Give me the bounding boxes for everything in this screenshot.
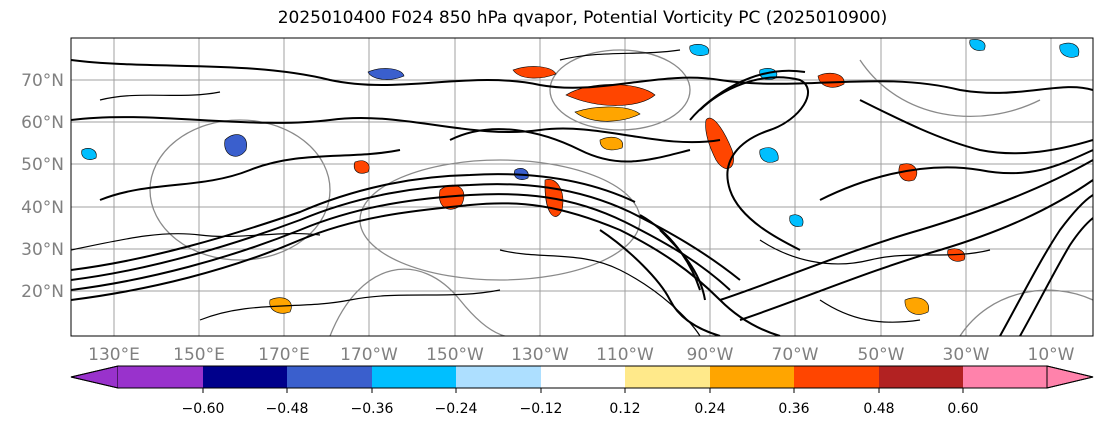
lat-label: 70°N (21, 71, 64, 91)
lat-label: 20°N (21, 282, 64, 302)
colorbar-segment (710, 366, 794, 388)
lon-label: 50°W (858, 345, 905, 365)
pv-contours (71, 59, 1093, 336)
colorbar-extend-max (1046, 365, 1094, 389)
colorbar-ticks (202, 388, 964, 393)
colorbar-segment (963, 366, 1047, 388)
colorbar-tick-label: 0.36 (778, 401, 809, 417)
lat-label: 50°N (21, 155, 64, 175)
thin-contours (71, 49, 991, 336)
colorbar-outline (70, 365, 1094, 389)
colorbar-tick-label: −0.12 (520, 401, 563, 417)
lon-label: 130°E (88, 345, 140, 365)
colorbar-tick-label: −0.60 (182, 401, 225, 417)
colorbar-tick-label: −0.36 (351, 401, 394, 417)
colorbar-tick-label: −0.24 (435, 401, 478, 417)
colorbar-segment (118, 366, 203, 388)
colorbar-segment (879, 366, 963, 388)
colorbar-tick-label: 0.12 (609, 401, 640, 417)
lon-label: 150°W (426, 345, 484, 365)
lat-label: 60°N (21, 113, 64, 133)
moisture-fill (81, 39, 1080, 315)
lon-label: 70°W (772, 345, 819, 365)
lon-label: 170°E (258, 345, 310, 365)
lon-label: 30°W (943, 345, 990, 365)
lon-label: 130°W (511, 345, 569, 365)
colorbar-segment (372, 366, 456, 388)
lon-label: 150°E (173, 345, 225, 365)
colorbar-segment (456, 366, 541, 388)
colorbar-tick-label: 0.24 (694, 401, 725, 417)
lon-label: 90°W (687, 345, 734, 365)
map-title: 2025010400 F024 850 hPa qvapor, Potentia… (277, 8, 888, 28)
map-field (71, 38, 1093, 336)
lon-label: 10°W (1028, 345, 1075, 365)
lon-label: 170°W (340, 345, 398, 365)
colorbar-tick-label: 0.60 (947, 401, 978, 417)
colorbar-segment (625, 366, 710, 388)
colorbar: −0.60 −0.48 −0.36 −0.24 −0.12 0.12 0.24 … (70, 365, 1094, 417)
colorbar-segment (287, 366, 372, 388)
lon-label: 110°W (596, 345, 654, 365)
colorbar-tick-label: 0.48 (863, 401, 894, 417)
colorbar-tick-label: −0.48 (266, 401, 309, 417)
lat-label: 30°N (21, 240, 64, 260)
latitude-labels: 70°N 60°N 50°N 40°N 30°N 20°N (21, 71, 64, 302)
colorbar-segment (794, 366, 879, 388)
longitude-labels: 130°E 150°E 170°E 170°W 150°W 130°W 110°… (88, 345, 1075, 365)
colorbar-segment (203, 366, 287, 388)
lat-label: 40°N (21, 198, 64, 218)
colorbar-extend-min (70, 365, 119, 389)
colorbar-segment (541, 366, 625, 388)
map-frame (70, 37, 1094, 337)
